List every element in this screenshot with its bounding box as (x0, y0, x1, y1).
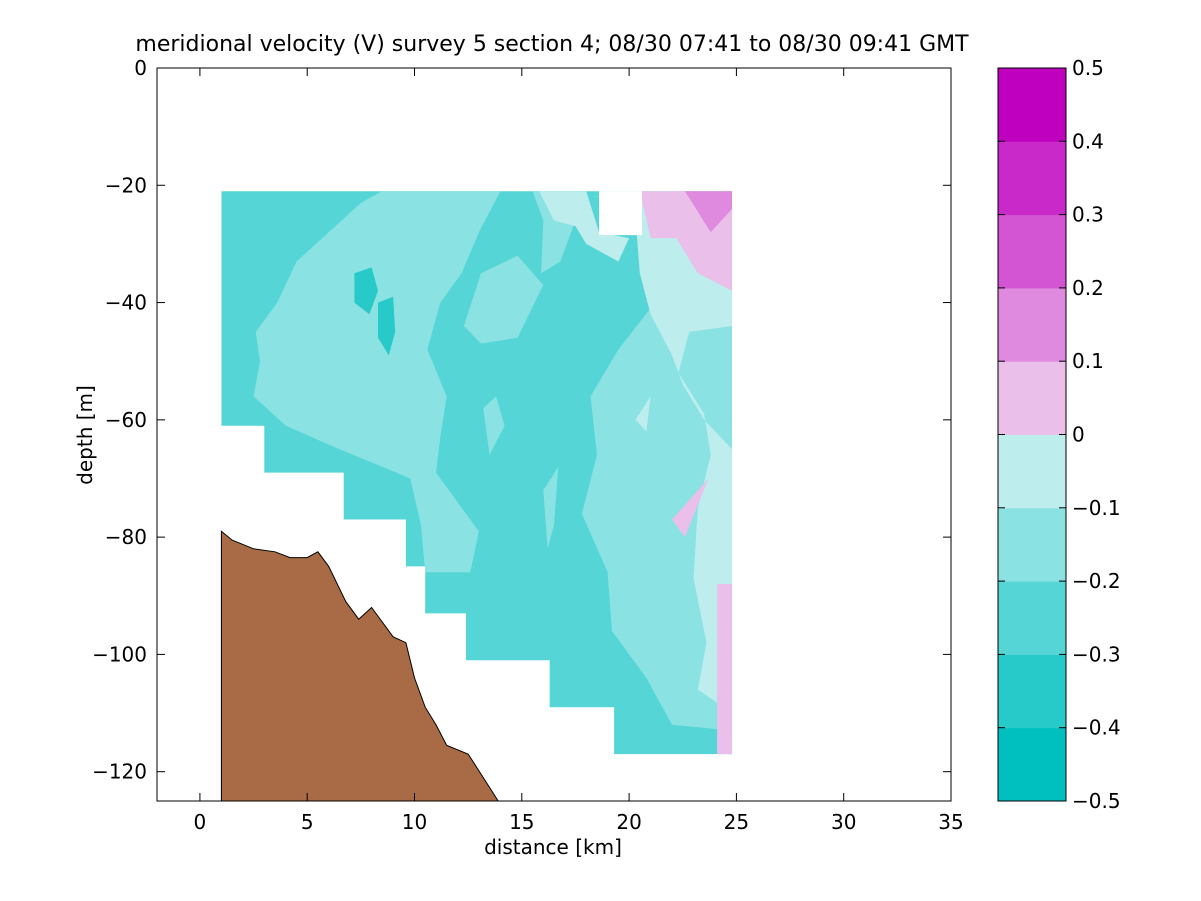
x-tick-label: 25 (724, 810, 749, 834)
colorbar-segment (998, 727, 1066, 802)
colorbar-tick-label: −0.3 (1072, 642, 1121, 666)
colorbar-tick-label: 0.3 (1072, 203, 1104, 227)
plot-frame (156, 67, 952, 802)
colorbar-segment (998, 581, 1066, 655)
colorbar-segment (998, 68, 1066, 142)
contour-band (556, 613, 578, 667)
x-axis: 0 5 10 15 20 25 30 35 (194, 68, 964, 834)
colorbar-tick-label: 0.2 (1072, 276, 1104, 300)
contour-band (354, 267, 378, 315)
x-tick-label: 15 (509, 810, 534, 834)
x-axis-label: distance [km] (484, 835, 622, 859)
x-tick-label: 20 (616, 810, 641, 834)
colorbar-tick-label: −0.5 (1072, 789, 1121, 813)
contour-band (543, 466, 559, 549)
y-tick-label: −40 (105, 291, 147, 315)
colorbar-tick-label: 0 (1072, 423, 1085, 447)
colorbar-segment (998, 287, 1066, 362)
seafloor-bathymetry (220, 530, 500, 802)
y-tick-label: −100 (92, 642, 147, 666)
velocity-contour-field (221, 191, 733, 755)
contour-band (253, 191, 501, 573)
contour-band (378, 296, 396, 356)
contour-band (672, 478, 709, 538)
colorbar: 0.5 0.4 0.3 0.2 0.1 0 −0.1 −0.2 −0.3 −0.4 −0.5 (997, 56, 1121, 813)
chart-title: meridional velocity (V) survey 5 section… (135, 32, 969, 57)
y-tick-label: −60 (105, 408, 147, 432)
x-tick-label: 0 (194, 810, 207, 834)
colorbar-segment (998, 141, 1066, 216)
y-tick-label: 0 (134, 56, 147, 80)
colorbar-tick-label: −0.2 (1072, 569, 1121, 593)
y-tick-label: −120 (92, 760, 147, 784)
colorbar-segment (998, 654, 1066, 729)
contour-band (483, 396, 505, 455)
contour-band (684, 191, 733, 233)
x-tick-label: 35 (938, 810, 963, 834)
contour-band (463, 255, 544, 344)
colorbar-tick-label: −0.4 (1072, 716, 1121, 740)
colorbar-segment (998, 434, 1066, 509)
y-axis: 0 −20 −40 −60 −80 −100 −120 (92, 56, 951, 784)
contour-band (635, 396, 651, 432)
colorbar-segment (998, 214, 1066, 289)
y-tick-label: −20 (105, 173, 147, 197)
colorbar-tick-label: −0.1 (1072, 496, 1121, 520)
plot-area: 0 5 10 15 20 25 30 35 0 −20 −40 −60 −80 −100 −120 (92, 56, 964, 834)
colorbar-segment (998, 361, 1066, 435)
y-tick-label: −80 (105, 525, 147, 549)
colorbar-segment (998, 507, 1066, 582)
bathymetry-layer (220, 530, 500, 802)
contour-band (717, 584, 733, 755)
x-tick-label: 30 (831, 810, 856, 834)
colorbar-tick-label: 0.4 (1072, 129, 1104, 153)
contour-band (539, 191, 630, 262)
colorbar-tick-label: 0.5 (1072, 56, 1104, 80)
contour-band (633, 191, 733, 714)
no-data-gap (599, 191, 642, 236)
y-axis-label: depth [m] (73, 385, 97, 485)
colorbar-tick-label: 0.1 (1072, 349, 1104, 373)
x-tick-label: 5 (301, 810, 314, 834)
x-tick-label: 10 (402, 810, 427, 834)
